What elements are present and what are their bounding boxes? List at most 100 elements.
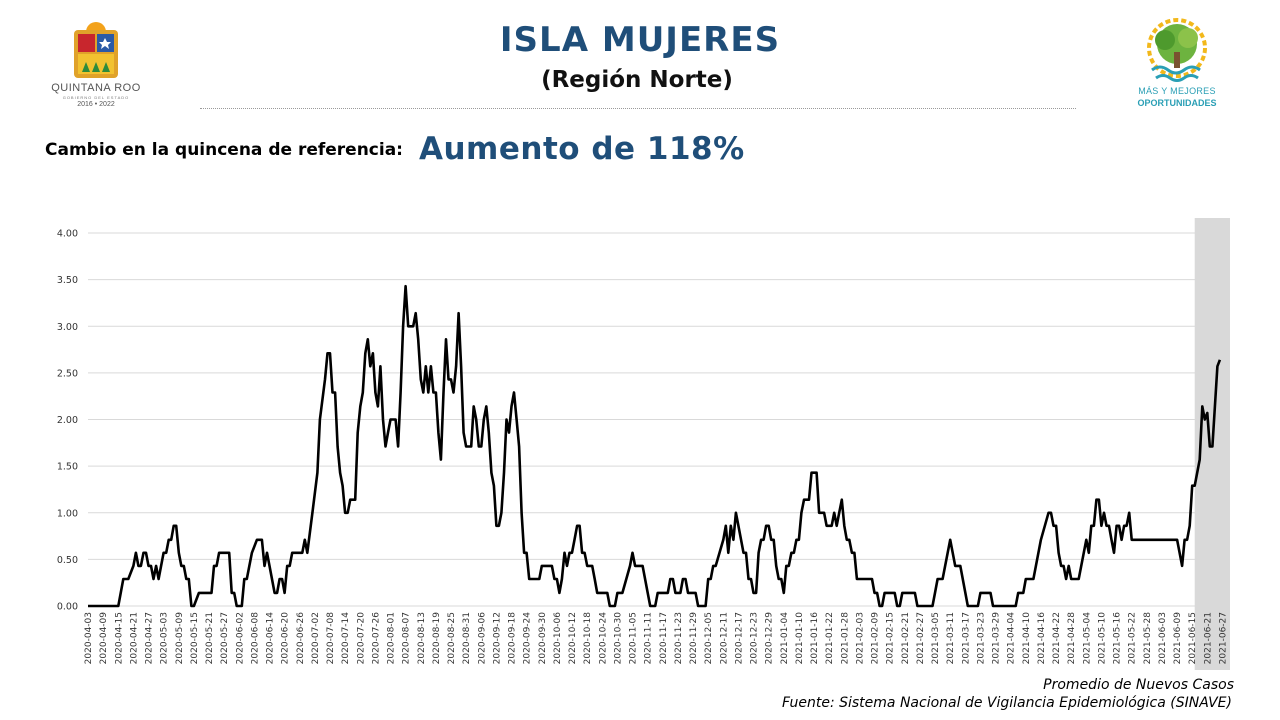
page-title: ISLA MUJERES <box>499 20 781 60</box>
x-tick-label: 2021-05-04 <box>1082 612 1092 665</box>
x-tick-label: 2020-07-26 <box>371 612 381 665</box>
x-tick-label: 2020-12-05 <box>704 612 714 664</box>
x-tick-label: 2021-01-10 <box>795 612 805 665</box>
y-tick-label: 1.50 <box>57 462 78 473</box>
x-tick-label: 2020-05-15 <box>190 612 200 664</box>
x-tick-label: 2021-01-28 <box>840 612 850 665</box>
y-tick-label: 0.00 <box>57 602 78 613</box>
y-tick-label: 2.50 <box>57 368 78 379</box>
change-label: Cambio en la quincena de referencia: <box>45 140 403 160</box>
x-tick-label: 2021-04-16 <box>1037 612 1047 665</box>
x-tick-label: 2020-07-20 <box>356 612 366 665</box>
x-tick-label: 2021-01-22 <box>825 612 835 664</box>
x-tick-label: 2020-09-24 <box>523 612 533 665</box>
x-tick-label: 2021-06-27 <box>1218 612 1228 664</box>
x-tick-label: 2021-04-22 <box>1052 612 1062 664</box>
x-tick-label: 2020-10-12 <box>568 612 578 664</box>
y-tick-label: 0.50 <box>57 555 78 566</box>
y-tick-label: 3.50 <box>57 275 78 286</box>
y-tick-label: 1.00 <box>57 508 78 519</box>
cases-line-chart: 0.00 0.50 1.00 1.50 2.00 2.50 3.00 3.50 4.00 202… <box>57 218 1230 670</box>
coat-of-arms-icon <box>74 22 118 78</box>
x-tick-label: 2020-11-23 <box>674 612 684 664</box>
header-divider <box>200 108 1076 109</box>
logo-left-years: 2016 • 2022 <box>77 101 115 108</box>
x-tick-label: 2020-04-27 <box>145 612 155 664</box>
x-tick-label: 2021-06-21 <box>1203 612 1213 664</box>
x-tick-label: 2020-07-02 <box>311 612 321 664</box>
logo-right-line2: OPORTUNIDADES <box>1137 98 1217 108</box>
x-tick-label: 2020-11-11 <box>644 612 654 664</box>
x-tick-label: 2020-04-03 <box>84 612 94 664</box>
y-tick-label: 3.00 <box>57 322 78 333</box>
x-tick-label: 2020-05-21 <box>205 612 215 664</box>
x-tick-label: 2020-09-18 <box>508 612 518 665</box>
mas-y-mejores-logo: MÁS Y MEJORES OPORTUNIDADES <box>1118 18 1236 114</box>
x-tick-label: 2020-10-18 <box>583 612 593 665</box>
x-tick-label: 2020-08-07 <box>402 612 412 664</box>
x-tick-label: 2020-09-12 <box>492 612 502 664</box>
y-tick-label: 2.00 <box>57 415 78 426</box>
x-tick-label: 2020-05-03 <box>160 612 170 664</box>
x-tick-label: 2020-07-08 <box>326 612 336 665</box>
x-tick-label: 2020-06-08 <box>250 612 260 665</box>
x-tick-label: 2020-10-24 <box>598 612 608 665</box>
x-tick-label: 2020-04-15 <box>114 612 124 664</box>
quintana-roo-logo: QUINTANA ROO GOBIERNO DEL ESTADO 2016 • … <box>40 18 152 114</box>
page-subtitle: (Región Norte) <box>541 67 733 93</box>
x-tick-label: 2020-11-05 <box>629 612 639 664</box>
logo-left-subtitle: GOBIERNO DEL ESTADO <box>62 95 130 100</box>
x-tick-label: 2021-02-09 <box>871 612 881 665</box>
x-tick-label: 2021-06-15 <box>1188 612 1198 664</box>
logo-left-name: QUINTANA ROO <box>51 82 141 94</box>
x-tick-label: 2020-09-06 <box>477 612 487 665</box>
x-tick-label: 2021-05-10 <box>1097 612 1107 665</box>
x-tick-label: 2020-05-09 <box>175 612 185 665</box>
x-tick-label: 2021-02-21 <box>901 612 911 664</box>
x-tick-label: 2020-08-19 <box>432 612 442 665</box>
x-tick-label: 2021-01-04 <box>780 612 790 665</box>
x-tick-label: 2021-06-03 <box>1158 612 1168 664</box>
x-tick-label: 2020-06-02 <box>235 612 245 664</box>
x-tick-label: 2021-03-29 <box>992 612 1002 665</box>
x-tick-label: 2020-08-25 <box>447 612 457 664</box>
x-tick-label: 2021-03-17 <box>961 612 971 664</box>
x-tick-label: 2020-12-17 <box>734 612 744 664</box>
x-tick-label: 2020-04-09 <box>99 612 109 665</box>
x-tick-label: 2021-06-09 <box>1173 612 1183 665</box>
series-caption: Promedio de Nuevos Casos <box>1043 677 1234 693</box>
x-tick-label: 2021-02-03 <box>855 612 865 664</box>
x-tick-label: 2020-11-17 <box>659 612 669 664</box>
x-tick-label: 2020-11-29 <box>689 612 699 665</box>
series-line <box>88 284 1222 608</box>
x-tick-label: 2021-01-16 <box>810 612 820 665</box>
x-tick-label: 2021-05-16 <box>1113 612 1123 665</box>
x-tick-label: 2020-12-11 <box>719 612 729 664</box>
x-tick-label: 2020-07-14 <box>341 612 351 665</box>
x-tick-label: 2020-08-13 <box>417 612 427 664</box>
y-tick-label: 4.00 <box>57 229 78 240</box>
source-caption: Fuente: Sistema Nacional de Vigilancia E… <box>782 695 1232 711</box>
change-value: Aumento de 118% <box>419 131 745 167</box>
x-tick-label: 2020-08-31 <box>462 612 472 664</box>
x-tick-label: 2021-02-27 <box>916 612 926 664</box>
x-tick-label: 2021-03-05 <box>931 612 941 664</box>
x-tick-label: 2021-04-28 <box>1067 612 1077 665</box>
x-tick-label: 2020-10-30 <box>613 612 623 665</box>
x-tick-label: 2020-09-30 <box>538 612 548 665</box>
x-tick-label: 2020-05-27 <box>220 612 230 664</box>
x-tick-label: 2020-06-26 <box>296 612 306 665</box>
x-tick-label: 2021-05-28 <box>1143 612 1153 665</box>
x-tick-label: 2021-02-15 <box>886 612 896 664</box>
x-tick-label: 2020-06-14 <box>266 612 276 665</box>
x-tick-label: 2021-04-04 <box>1007 612 1017 665</box>
x-tick-label: 2021-05-22 <box>1128 612 1138 664</box>
x-tick-label: 2021-04-10 <box>1022 612 1032 665</box>
x-tick-label: 2020-12-29 <box>765 612 775 665</box>
x-tick-label: 2020-10-06 <box>553 612 563 665</box>
logo-right-line1: MÁS Y MEJORES <box>1138 86 1216 96</box>
x-tick-label: 2020-08-01 <box>387 612 397 664</box>
x-tick-label: 2020-06-20 <box>281 612 291 665</box>
x-tick-label: 2020-12-23 <box>750 612 760 664</box>
x-tick-label: 2021-03-11 <box>946 612 956 664</box>
